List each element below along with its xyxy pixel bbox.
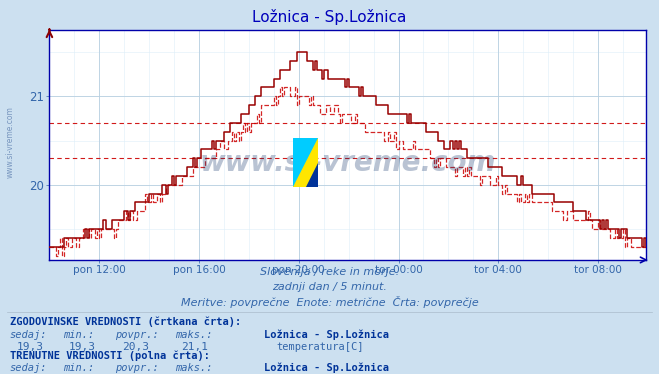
Text: ZGODOVINSKE VREDNOSTI (črtkana črta):: ZGODOVINSKE VREDNOSTI (črtkana črta): bbox=[10, 316, 241, 327]
Text: 19,3: 19,3 bbox=[16, 342, 43, 352]
Text: www.si-vreme.com: www.si-vreme.com bbox=[5, 106, 14, 178]
Text: Ložnica - Sp.Ložnica: Ložnica - Sp.Ložnica bbox=[264, 363, 389, 373]
Polygon shape bbox=[293, 138, 318, 187]
Text: povpr.:: povpr.: bbox=[115, 330, 159, 340]
Text: povpr.:: povpr.: bbox=[115, 363, 159, 373]
Text: Ložnica - Sp.Ložnica: Ložnica - Sp.Ložnica bbox=[264, 330, 389, 340]
Text: sedaj:: sedaj: bbox=[10, 330, 47, 340]
Text: maks.:: maks.: bbox=[175, 363, 212, 373]
Text: 21,1: 21,1 bbox=[181, 342, 208, 352]
Text: Ložnica - Sp.Ložnica: Ložnica - Sp.Ložnica bbox=[252, 9, 407, 25]
Text: zadnji dan / 5 minut.: zadnji dan / 5 minut. bbox=[272, 282, 387, 292]
Text: TRENUTNE VREDNOSTI (polna črta):: TRENUTNE VREDNOSTI (polna črta): bbox=[10, 351, 210, 361]
Text: temperatura[C]: temperatura[C] bbox=[277, 342, 364, 352]
Text: Slovenija / reke in morje.: Slovenija / reke in morje. bbox=[260, 267, 399, 278]
Text: maks.:: maks.: bbox=[175, 330, 212, 340]
Text: 19,3: 19,3 bbox=[69, 342, 96, 352]
Polygon shape bbox=[293, 138, 318, 187]
Text: min.:: min.: bbox=[63, 330, 94, 340]
Polygon shape bbox=[306, 163, 318, 187]
Text: Meritve: povprečne  Enote: metrične  Črta: povprečje: Meritve: povprečne Enote: metrične Črta:… bbox=[181, 296, 478, 308]
Text: www.si-vreme.com: www.si-vreme.com bbox=[200, 149, 496, 177]
Text: sedaj:: sedaj: bbox=[10, 363, 47, 373]
Text: 20,3: 20,3 bbox=[122, 342, 149, 352]
Text: min.:: min.: bbox=[63, 363, 94, 373]
